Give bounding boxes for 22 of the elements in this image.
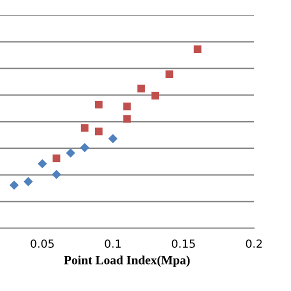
x-tick-label: 0.1 xyxy=(104,239,121,248)
x-tick-label: 0.2 xyxy=(246,239,262,248)
point xyxy=(166,70,174,78)
point xyxy=(38,159,47,168)
point xyxy=(24,177,33,186)
x-axis-title: Point Load Index(Mpa) xyxy=(64,256,190,267)
point xyxy=(10,180,19,190)
point xyxy=(80,124,88,132)
point xyxy=(137,84,145,92)
point xyxy=(108,134,118,144)
point xyxy=(94,128,103,136)
x-tick-label: 0.15 xyxy=(172,239,195,248)
x-tick-label: 0.05 xyxy=(30,239,54,248)
point xyxy=(123,102,131,110)
point xyxy=(94,100,103,108)
point xyxy=(66,148,76,158)
point xyxy=(52,154,60,162)
point xyxy=(52,170,62,180)
point xyxy=(123,115,131,123)
point xyxy=(194,45,202,53)
point xyxy=(80,142,90,152)
point xyxy=(151,92,160,100)
